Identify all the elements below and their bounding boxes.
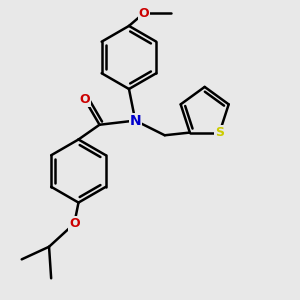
Text: O: O bbox=[80, 93, 90, 106]
Text: O: O bbox=[69, 217, 80, 230]
Text: S: S bbox=[215, 126, 224, 139]
Text: O: O bbox=[138, 7, 149, 20]
Text: N: N bbox=[130, 114, 141, 128]
